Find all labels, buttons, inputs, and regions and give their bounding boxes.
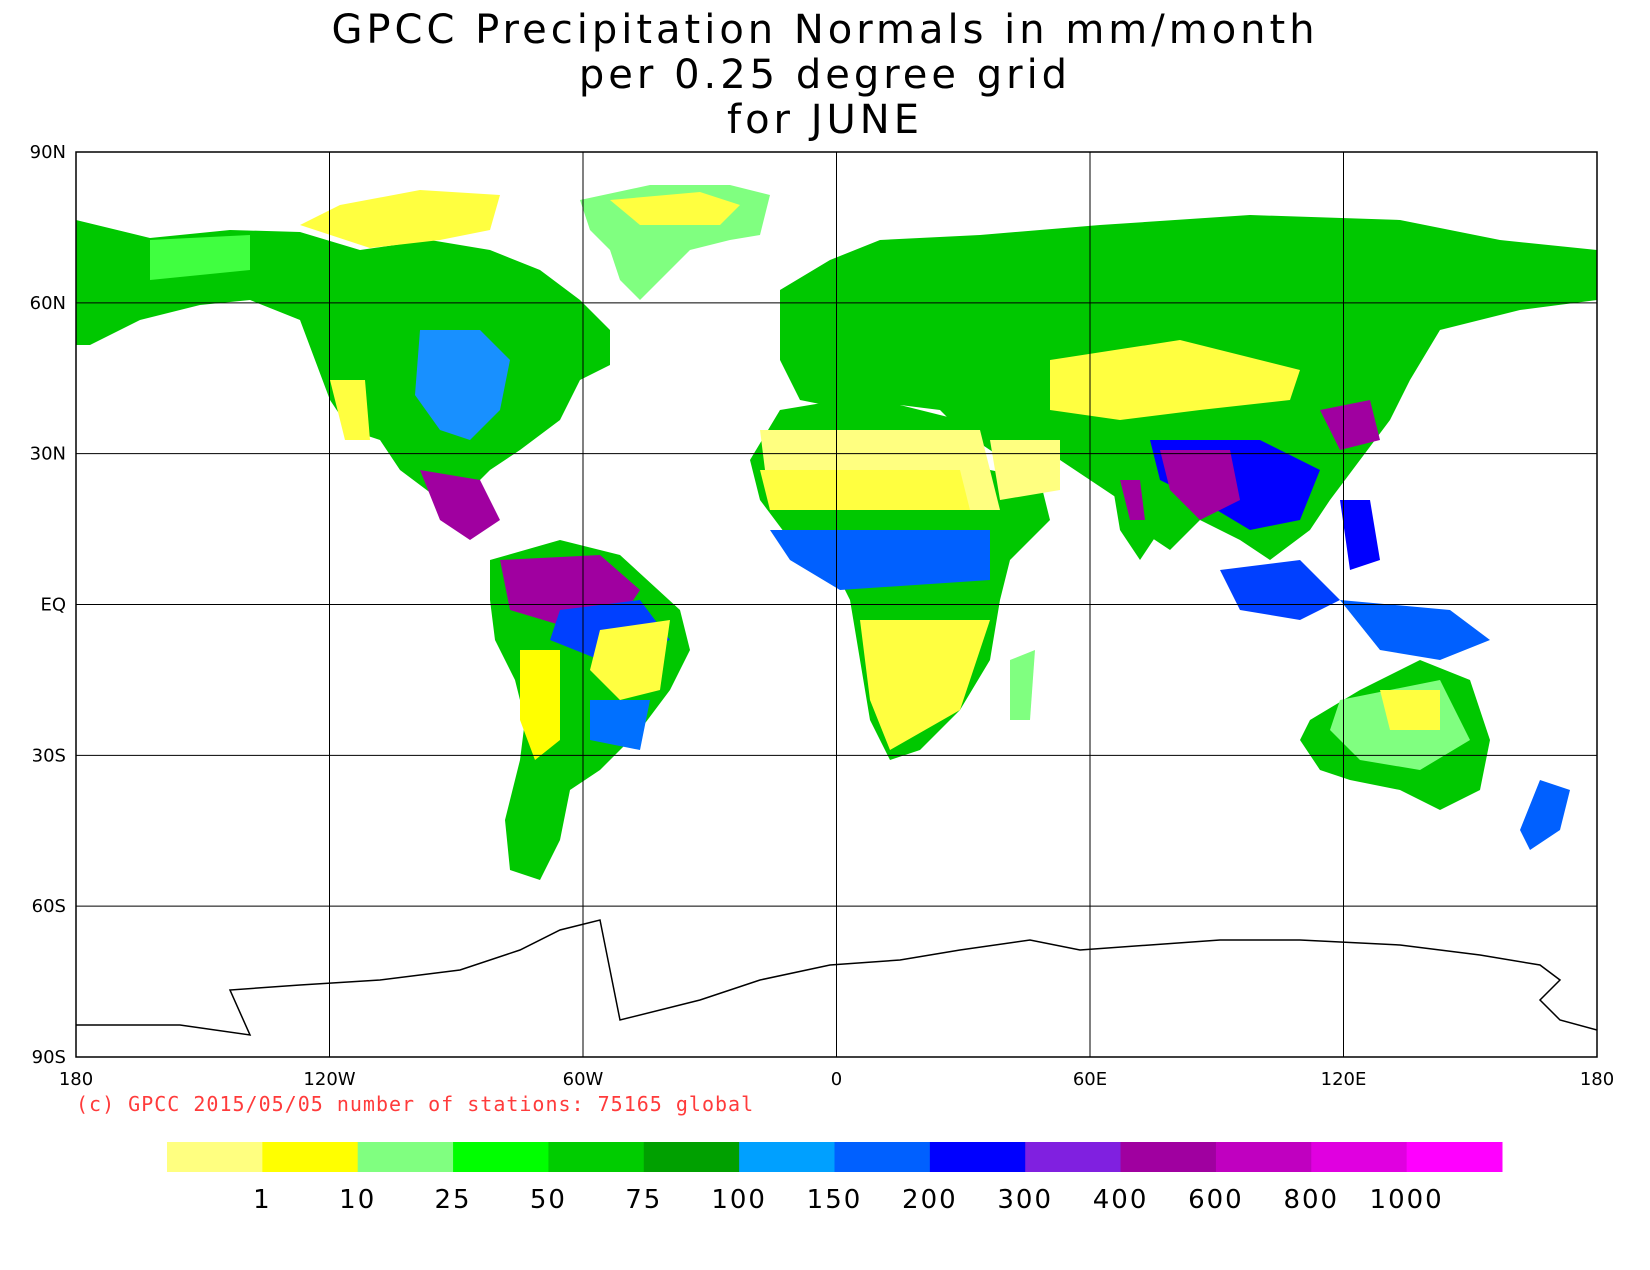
legend-swatch (1025, 1142, 1122, 1172)
latitude-tick-label: 30N (30, 444, 66, 465)
color-legend: 1 10 25 50 75 100 150 200 300 400 600 800 1000 (167, 1142, 1503, 1215)
legend-swatch (1215, 1142, 1312, 1172)
legend-label: 10 (339, 1185, 376, 1215)
africa (750, 400, 1060, 760)
latitude-tick-label: 90S (32, 1047, 66, 1068)
map-title-line-1: GPCC Precipitation Normals in mm/month (331, 7, 1319, 53)
legend-swatch (167, 1142, 263, 1172)
longitude-tick-label: 120E (1321, 1069, 1367, 1090)
legend-swatch (357, 1142, 454, 1172)
legend-swatch (1311, 1142, 1408, 1172)
latitude-tick-label: 30S (32, 745, 66, 766)
legend-swatch (262, 1142, 359, 1172)
legend-swatch (1406, 1142, 1503, 1172)
new-zealand (1520, 780, 1570, 850)
map-title-line-2: per 0.25 degree grid (578, 52, 1072, 98)
legend-swatch (548, 1142, 645, 1172)
latitude-tick-label: 90N (30, 142, 66, 163)
legend-label: 300 (997, 1185, 1053, 1215)
copyright-note: (c) GPCC 2015/05/05 number of stations: … (76, 1092, 755, 1116)
landmasses (76, 185, 1597, 1036)
longitude-tick-label: 0 (831, 1069, 842, 1090)
eurasia (780, 215, 1597, 560)
legend-label: 200 (902, 1185, 958, 1215)
legend-label: 150 (807, 1185, 863, 1215)
latitude-tick-label: 60N (30, 293, 66, 314)
legend-swatch (929, 1142, 1026, 1172)
longitude-tick-label: 180 (59, 1069, 93, 1090)
graticule (76, 152, 1597, 1057)
legend-label: 600 (1188, 1185, 1244, 1215)
north-america (76, 190, 610, 540)
latitude-tick-label: 60S (32, 896, 66, 917)
legend-label: 100 (711, 1185, 767, 1215)
antarctica-coastline (76, 919, 1597, 1036)
longitude-tick-label: 180 (1580, 1069, 1614, 1090)
latitude-labels: 90N 60N 30N EQ 30S 60S 90S (30, 142, 66, 1068)
legend-swatch (453, 1142, 549, 1172)
legend-label: 25 (435, 1185, 472, 1215)
legend-label: 1000 (1370, 1185, 1444, 1215)
greenland (580, 185, 770, 300)
south-america (490, 540, 690, 880)
legend-swatch (643, 1142, 740, 1172)
latitude-tick-label: EQ (40, 595, 66, 616)
legend-label: 50 (530, 1185, 567, 1215)
longitude-tick-label: 60W (563, 1069, 604, 1090)
map-title-line-3: for JUNE (727, 97, 923, 143)
legend-label: 400 (1093, 1185, 1149, 1215)
map-frame (75, 151, 1598, 1058)
legend-swatch (834, 1142, 931, 1172)
legend-swatch (1120, 1142, 1217, 1172)
australia (1300, 660, 1490, 810)
longitude-tick-label: 60E (1073, 1069, 1107, 1090)
longitude-labels: 180 120W 60W 0 60E 120E 180 (59, 1069, 1614, 1090)
longitude-tick-label: 120W (303, 1069, 355, 1090)
legend-label: 800 (1283, 1185, 1339, 1215)
legend-label: 75 (625, 1185, 662, 1215)
legend-label: 1 (253, 1185, 272, 1215)
legend-swatch (739, 1142, 835, 1172)
